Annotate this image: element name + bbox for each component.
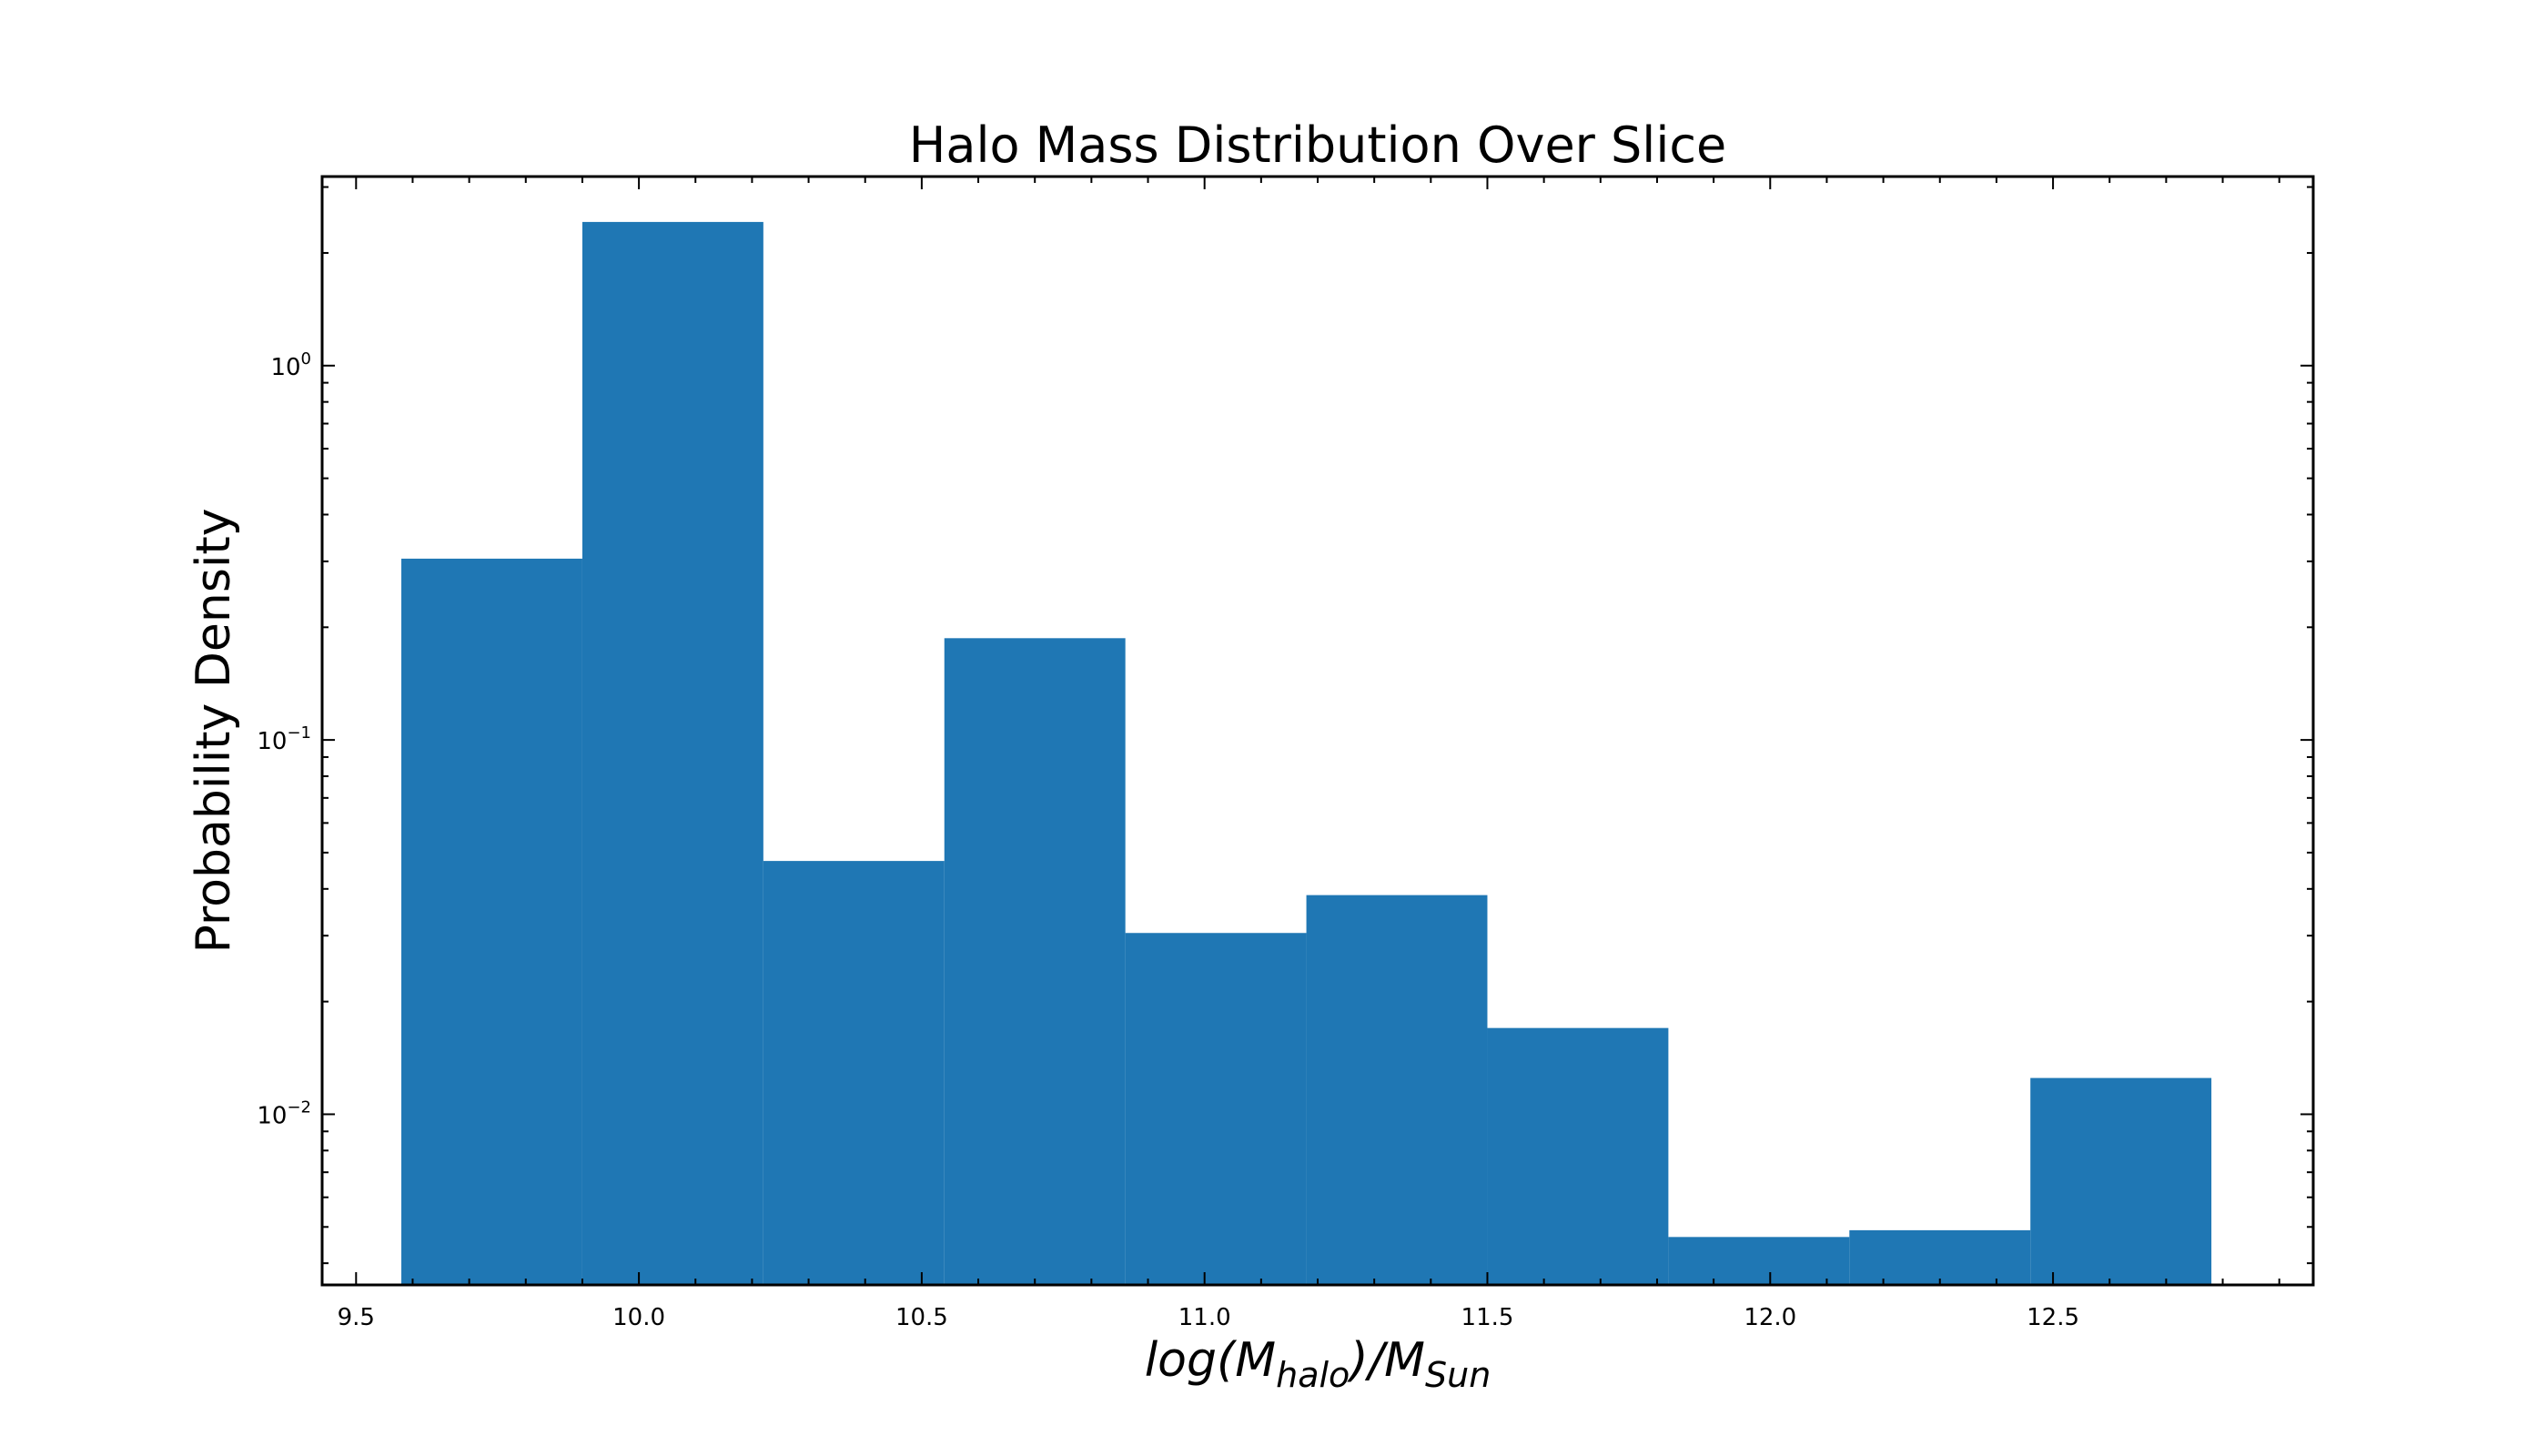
histogram-bar <box>581 221 763 1286</box>
x-tick-label: 11.5 <box>1461 1304 1514 1331</box>
y-tick-label: 100 <box>270 349 311 381</box>
x-tick-label: 9.5 <box>338 1304 375 1331</box>
histogram-bar <box>1487 1027 1669 1285</box>
x-tick-label: 12.5 <box>2027 1304 2079 1331</box>
histogram-bar <box>944 638 1126 1285</box>
histogram-bar <box>401 558 582 1285</box>
x-tick-label: 11.0 <box>1178 1304 1231 1331</box>
x-tick-label: 10.5 <box>895 1304 948 1331</box>
histogram-bar <box>1125 933 1307 1285</box>
y-tick-label: 10−1 <box>257 723 311 755</box>
bars-layer <box>401 221 2212 1286</box>
x-tick-label: 10.0 <box>612 1304 665 1331</box>
x-axis-title: log(Mhalo)/MSun <box>1145 1333 1491 1395</box>
histogram-bar <box>1849 1229 2031 1285</box>
histogram-bar <box>1668 1237 1850 1285</box>
histogram-bar <box>763 861 945 1285</box>
plot-frame <box>320 175 2315 1287</box>
x-tick-label: 12.0 <box>1744 1304 1796 1331</box>
y-tick-label: 10−2 <box>257 1097 311 1129</box>
histogram-bar <box>1306 895 1488 1285</box>
histogram-bar <box>2030 1077 2212 1285</box>
chart-title: Halo Mass Distribution Over Slice <box>909 116 1726 174</box>
y-axis-title: Probability Density <box>187 508 241 953</box>
